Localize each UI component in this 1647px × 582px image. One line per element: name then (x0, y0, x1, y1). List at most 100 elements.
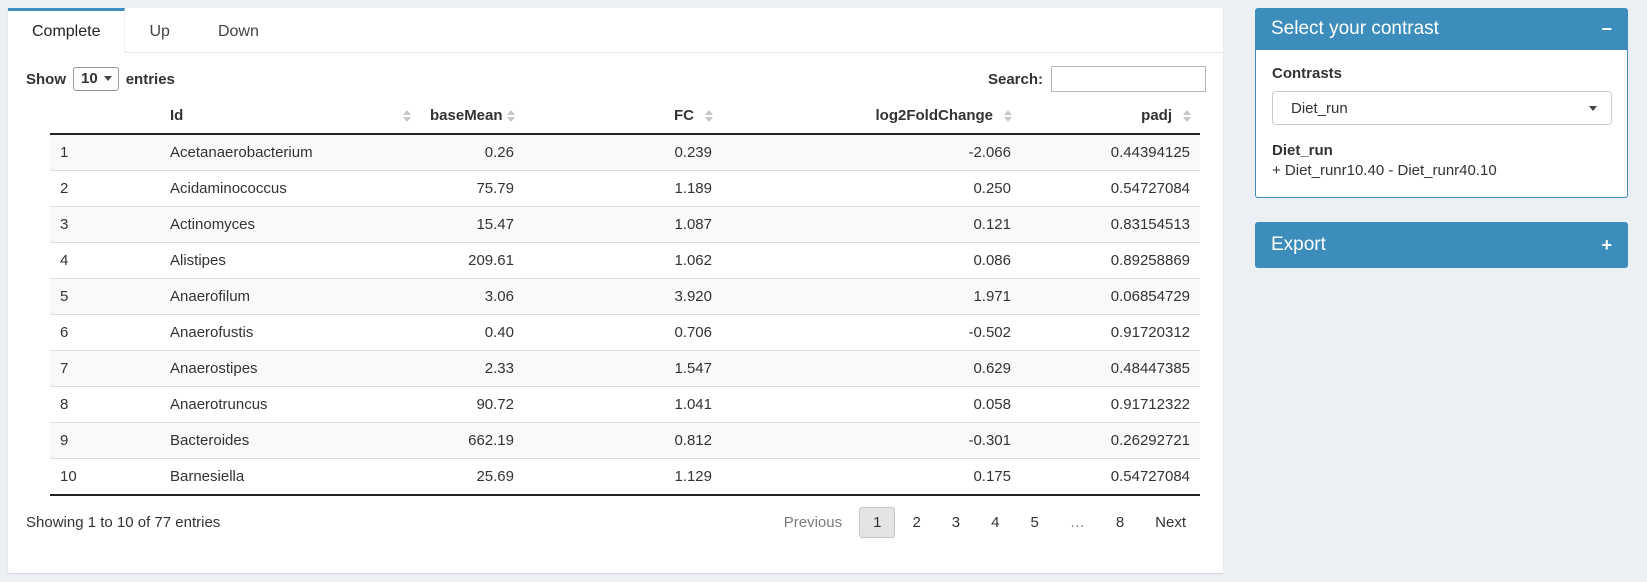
cell-log2foldchange: -0.301 (722, 422, 1021, 459)
cell-padj: 0.44394125 (1110, 144, 1190, 161)
cell-row-number: 3 (50, 206, 160, 243)
cell-fc: 1.547 (524, 350, 722, 387)
page-length-value: 10 (81, 70, 98, 87)
cell-padj: 0.26292721 (1021, 422, 1200, 459)
export-panel-header[interactable]: Export + (1255, 222, 1628, 268)
sort-icon[interactable] (705, 109, 713, 122)
chevron-down-icon (103, 76, 112, 81)
page-button-1[interactable]: 1 (859, 507, 896, 538)
page-length-select[interactable]: 10 (73, 67, 119, 91)
export-panel-title: Export (1271, 234, 1326, 255)
search-input[interactable] (1051, 66, 1206, 92)
cell-id: Barnesiella (160, 458, 420, 495)
cell-log2foldchange: 0.175 (722, 458, 1021, 495)
sort-icon[interactable] (1004, 109, 1012, 122)
cell-row-number: 10 (50, 458, 160, 495)
collapse-minus-icon[interactable]: − (1601, 19, 1612, 39)
page-button-5[interactable]: 5 (1030, 514, 1039, 531)
cell-id: Anaerostipes (160, 350, 420, 387)
search-label: Search: (987, 70, 1043, 88)
expand-plus-icon[interactable]: + (1601, 235, 1612, 255)
sort-icon[interactable] (507, 109, 515, 122)
contrast-panel-body: Contrasts Diet_run Diet_run + Diet_runr1… (1255, 50, 1628, 198)
tab-bar: Complete Up Down (8, 8, 1223, 53)
contrast-panel-header[interactable]: Select your contrast − (1255, 8, 1628, 50)
pagination-ellipsis: … (1069, 514, 1085, 531)
next-page-button[interactable]: Next (1155, 514, 1186, 531)
table-header-row: Id baseMean FC log2FoldChange padj (50, 98, 1200, 135)
table-row[interactable]: 8 Anaerotruncus 90.72 1.041 0.058 0.91712322 (50, 386, 1200, 423)
cell-id: Anaerofustis (160, 314, 420, 351)
cell-log2foldchange: 0.250 (722, 170, 1021, 207)
tab-up[interactable]: Up (149, 22, 170, 40)
table-row[interactable]: 3 Actinomyces 15.47 1.087 0.121 0.83154513 (50, 206, 1200, 243)
cell-padj: 0.54727084 (1021, 458, 1200, 495)
column-header-id[interactable]: Id (160, 98, 420, 135)
table-row[interactable]: 2 Acidaminococcus 75.79 1.189 0.250 0.5472708… (50, 170, 1200, 207)
table-row[interactable]: 7 Anaerostipes 2.33 1.547 0.629 0.48447385 (50, 350, 1200, 387)
cell-fc: 1.087 (524, 206, 722, 243)
cell-fc: 0.239 (674, 144, 712, 161)
cell-basemean: 662.19 (420, 422, 524, 459)
column-header-padj[interactable]: padj (1021, 98, 1200, 135)
show-label: Show (26, 70, 66, 88)
table-controls: Show 10 entries Search: (8, 53, 1223, 98)
cell-row-number: 5 (50, 278, 160, 315)
column-label: padj (1141, 107, 1172, 124)
column-header-log2foldchange[interactable]: log2FoldChange (722, 98, 1021, 135)
cell-id: Alistipes (160, 242, 420, 279)
page-button-3[interactable]: 3 (951, 514, 961, 531)
contrast-select[interactable]: Diet_run (1272, 91, 1612, 125)
table-row[interactable]: 10 Barnesiella 25.69 1.129 0.175 0.54727084 (50, 458, 1200, 495)
cell-fc: 1.041 (524, 386, 722, 423)
cell-fc: 0.812 (524, 422, 722, 459)
table-row[interactable]: 1 Acetanaerobacterium 0.26 0.239 -2.066 0.443… (50, 134, 1200, 171)
page-length-control: Show 10 entries (26, 67, 175, 91)
tab-complete[interactable]: Complete (8, 8, 126, 53)
cell-row-number: 1 (60, 144, 69, 161)
contrast-name: Diet_run (1272, 142, 1333, 159)
page-button-2[interactable]: 2 (912, 514, 921, 531)
cell-padj: 0.89258869 (1021, 242, 1200, 279)
cell-id: Anaerofilum (160, 278, 420, 315)
cell-fc: 3.920 (524, 278, 722, 315)
cell-fc: 0.706 (524, 314, 722, 351)
contrast-select-value: Diet_run (1291, 99, 1348, 117)
cell-row-number: 2 (50, 170, 160, 207)
table-body: 1 Acetanaerobacterium 0.26 0.239 -2.066 0.443… (50, 134, 1200, 495)
cell-basemean: 209.61 (420, 242, 524, 279)
contrasts-label: Contrasts (1272, 65, 1343, 82)
sort-icon[interactable] (403, 109, 411, 122)
contrast-panel-title: Select your contrast (1271, 18, 1439, 39)
table-row[interactable]: 4 Alistipes 209.61 1.062 0.086 0.89258869 (50, 242, 1200, 279)
table-footer: Showing 1 to 10 of 77 entries Previous 1 2… (8, 496, 1223, 538)
cell-log2foldchange: 1.971 (722, 278, 1021, 315)
cell-padj: 0.91712322 (1021, 386, 1200, 423)
table-row[interactable]: 9 Bacteroides 662.19 0.812 -0.301 0.26292721 (50, 422, 1200, 459)
contrast-formula: + Diet_runr10.40 - Diet_runr40.10 (1272, 162, 1497, 179)
page-button-4[interactable]: 4 (991, 514, 1000, 531)
results-tabbox: Complete Up Down Show 10 entries Search:… (8, 8, 1223, 573)
column-header-index (50, 98, 160, 135)
previous-page-button[interactable]: Previous (783, 514, 843, 531)
table-row[interactable]: 6 Anaerofustis 0.40 0.706 -0.502 0.91720312 (50, 314, 1200, 351)
cell-row-number: 7 (50, 350, 160, 387)
cell-id: Acetanaerobacterium (170, 144, 313, 161)
column-header-fc[interactable]: FC (524, 98, 722, 135)
column-label: baseMean (430, 107, 503, 124)
cell-padj: 0.54727084 (1021, 170, 1200, 207)
pagination: Previous 1 2 3 4 5 … 8 Next (767, 507, 1200, 538)
table-row[interactable]: 5 Anaerofilum 3.06 3.920 1.971 0.06854729 (50, 278, 1200, 315)
column-label: FC (674, 107, 694, 124)
cell-log2foldchange: 0.121 (722, 206, 1021, 243)
cell-id: Actinomyces (160, 206, 420, 243)
cell-id: Bacteroides (160, 422, 420, 459)
tab-down[interactable]: Down (217, 22, 259, 40)
results-table: Id baseMean FC log2FoldChange padj 1 Acetanae… (50, 98, 1200, 496)
entries-label: entries (125, 70, 175, 88)
sort-icon[interactable] (1183, 109, 1191, 122)
cell-basemean: 3.06 (420, 278, 524, 315)
column-header-basemean[interactable]: baseMean (420, 98, 524, 135)
cell-basemean: 15.47 (420, 206, 524, 243)
page-button-8[interactable]: 8 (1115, 514, 1125, 531)
